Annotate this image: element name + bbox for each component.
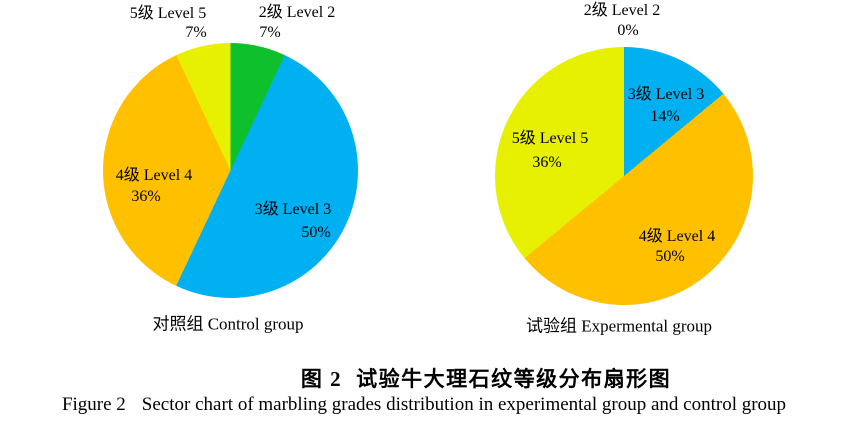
- pie2-label-level5: 5级 Level 5: [511, 130, 589, 147]
- pie2-pct-level2: 0%: [617, 22, 639, 39]
- pie1-label-level5: 5级 Level 5: [129, 5, 207, 22]
- pie2-pct-level5: 36%: [532, 154, 562, 171]
- pie1-label-level4: 4级 Level 4: [115, 167, 193, 184]
- pie2-pct-level3: 14%: [650, 108, 680, 125]
- pie2-label-level3: 3级 Level 3: [627, 86, 705, 103]
- figure-caption-en: Figure 2 Sector chart of marbling grades …: [62, 394, 786, 416]
- pie1-label-level2: 2级 Level 2: [258, 4, 336, 21]
- pie1-pct-level4: 36%: [131, 188, 161, 205]
- figure-caption-zh-title: 试验牛大理石纹等级分布扇形图: [356, 367, 672, 391]
- experimental-group-pie: [495, 47, 753, 305]
- control-group-title: 对照组 Control group: [152, 314, 304, 334]
- figure-caption-en-number: Figure 2: [61, 394, 126, 415]
- pie1-pct-level2: 7%: [259, 24, 281, 41]
- pie2-label-level4: 4级 Level 4: [638, 228, 716, 245]
- pie1-pct-level3: 50%: [301, 224, 331, 241]
- pie2-pct-level4: 50%: [655, 248, 685, 265]
- control-group-pie: [103, 43, 358, 298]
- figure-caption-zh-number: 图 2: [300, 367, 343, 391]
- pie1-label-level3: 3级 Level 3: [254, 201, 332, 218]
- pie2-label-level2: 2级 Level 2: [583, 2, 661, 19]
- experimental-group-title: 试验组 Expermental group: [525, 316, 713, 336]
- pie1-pct-level5: 7%: [185, 24, 207, 41]
- figure-caption-en-title: Sector chart of marbling grades distribu…: [141, 394, 787, 415]
- figure-caption-zh: 图 2 试验牛大理石纹等级分布扇形图: [301, 363, 671, 393]
